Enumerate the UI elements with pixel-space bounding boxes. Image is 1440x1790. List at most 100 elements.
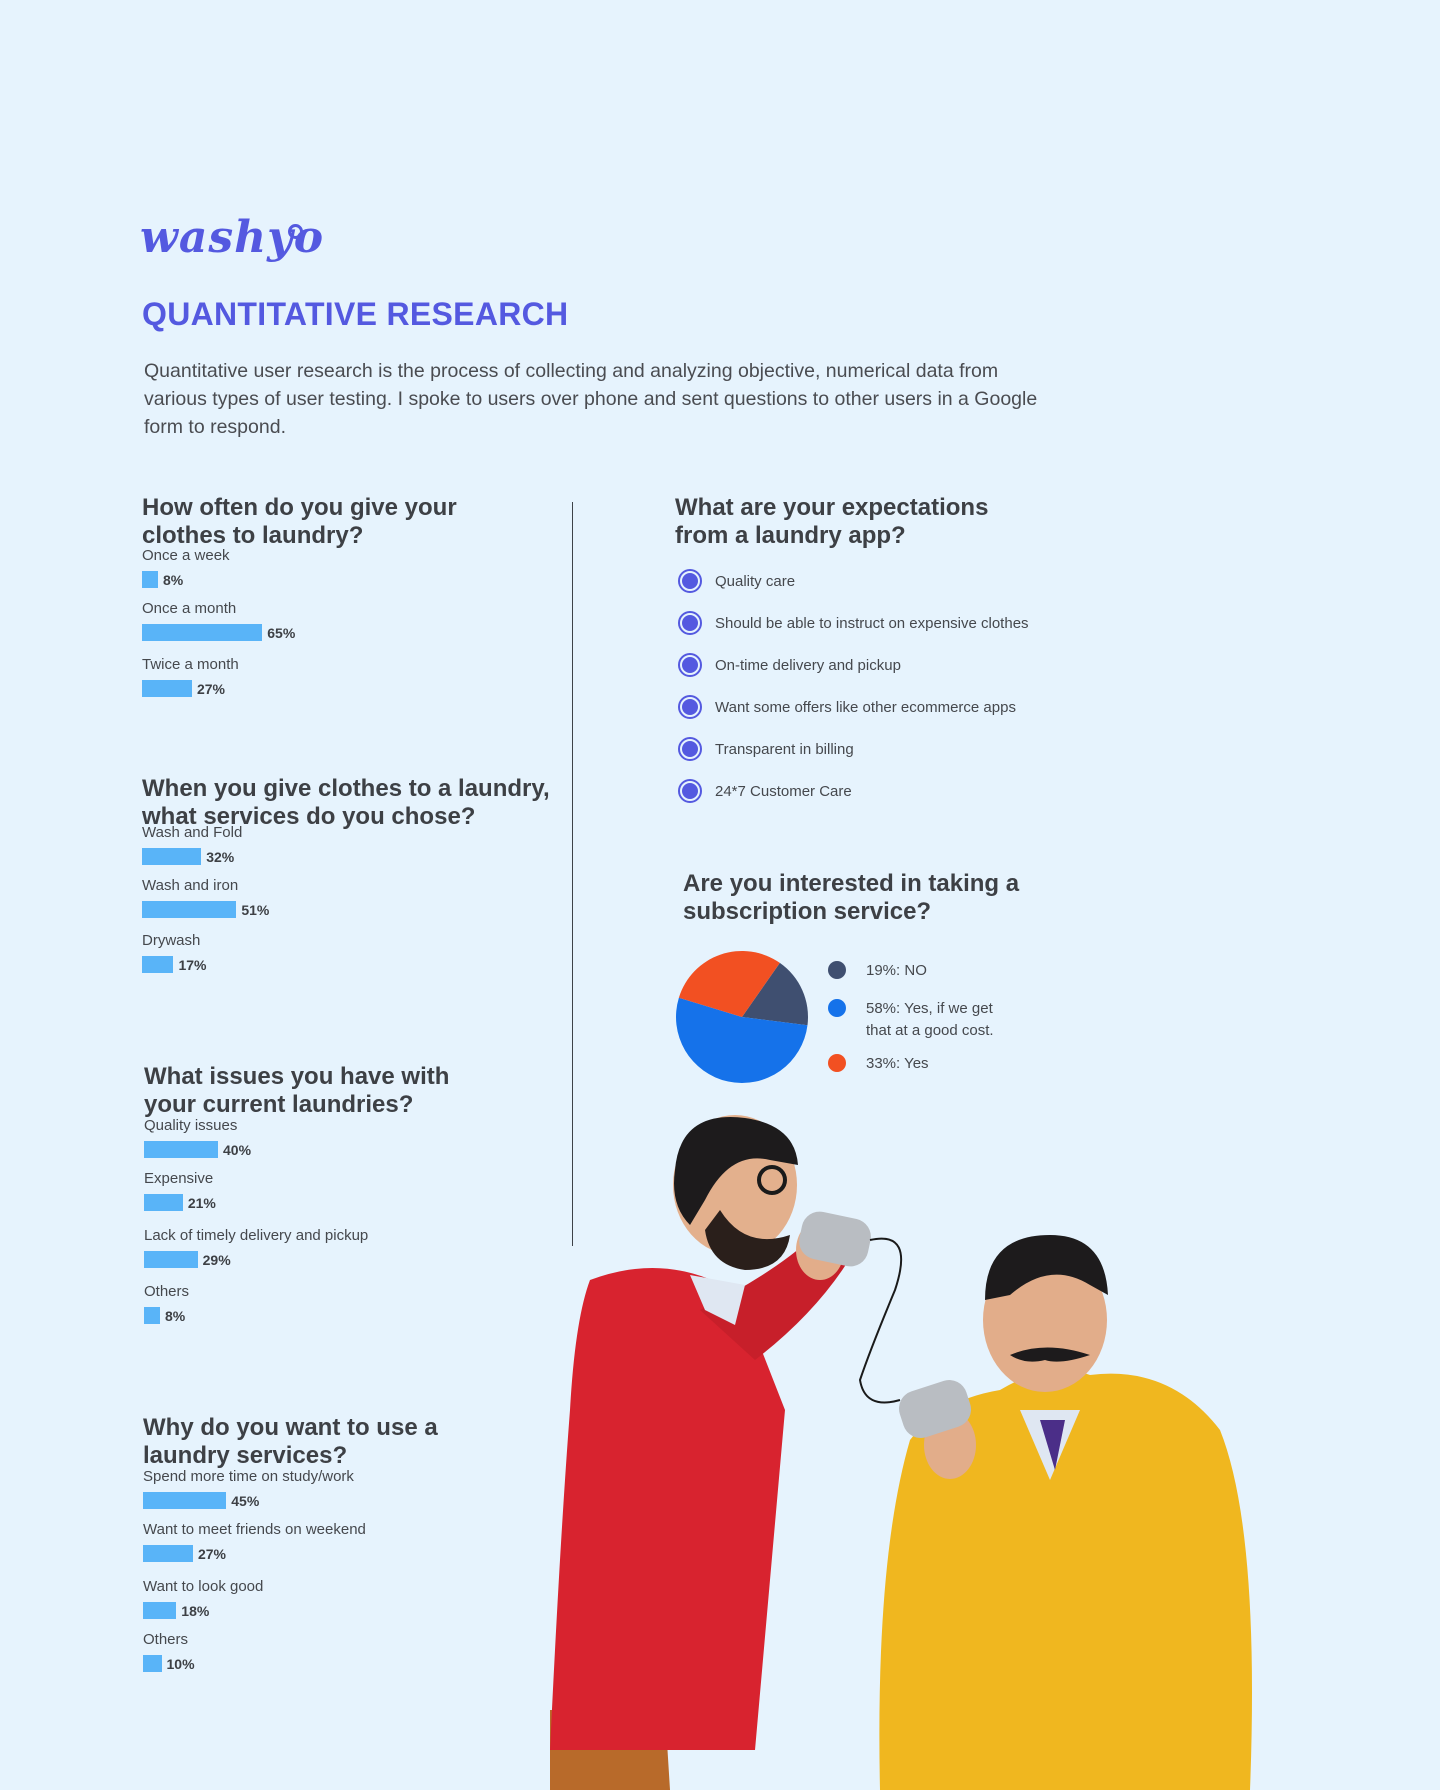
expectation-item: 24*7 Customer Care	[678, 776, 852, 806]
page-title: QUANTITATIVE RESEARCH	[142, 296, 569, 332]
percent-bar	[144, 1141, 218, 1158]
option-label: Wash and iron	[142, 877, 239, 894]
radio-selected-icon	[678, 737, 702, 761]
percent-value: 8%	[165, 1308, 186, 1324]
string	[858, 1237, 903, 1404]
radio-selected-icon	[678, 695, 702, 719]
percent-value: 10%	[166, 1656, 195, 1672]
option-label: Others	[144, 1283, 190, 1300]
left-man-beard	[705, 1210, 790, 1270]
option-label: Want to look good	[143, 1578, 264, 1595]
percent-value: 40%	[223, 1142, 252, 1158]
option-label: Others	[143, 1631, 189, 1648]
question-heading: Why do you want to use a laundry service…	[143, 1414, 438, 1469]
expectation-item: Want some offers like other ecommerce ap…	[678, 692, 1016, 722]
percent-bar	[142, 901, 237, 918]
legend-color-dot	[828, 961, 846, 979]
radio-selected-icon	[678, 653, 702, 677]
percent-value: 32%	[206, 849, 235, 865]
percent-value: 27%	[196, 681, 225, 697]
option-label: Quality issues	[144, 1117, 238, 1134]
radio-dot-icon	[682, 615, 698, 631]
expectation-label: Want some offers like other ecommerce ap…	[715, 698, 1016, 716]
option-label: Twice a month	[142, 656, 239, 673]
percent-value: 45%	[231, 1493, 260, 1509]
expectation-label: Quality care	[715, 572, 796, 590]
expectation-label: On-time delivery and pickup	[715, 656, 901, 674]
white-collar	[690, 1275, 745, 1325]
legend-item: 19%: NO	[828, 960, 1016, 982]
red-sweater	[550, 1268, 785, 1750]
expectation-item: Should be able to instruct on expensive …	[678, 608, 1029, 638]
tin-can-phone-illustration	[550, 1115, 1252, 1790]
question-heading: What issues you have with your current l…	[144, 1063, 450, 1118]
mustache	[1010, 1347, 1090, 1362]
radio-selected-icon	[678, 779, 702, 803]
legend-label: 33%: Yes	[866, 1055, 929, 1072]
expectation-item: On-time delivery and pickup	[678, 650, 901, 680]
expectation-label: Should be able to instruct on expensive …	[715, 614, 1029, 632]
option-label: Spend more time on study/work	[143, 1468, 354, 1485]
right-tin-can	[898, 1380, 972, 1438]
right-man-hair	[985, 1235, 1108, 1300]
subscription-heading: Are you interested in taking a subscript…	[683, 870, 1020, 925]
percent-bar	[143, 1602, 177, 1619]
radio-dot-icon	[682, 783, 698, 799]
question-heading: How often do you give your clothes to la…	[142, 494, 457, 549]
subscription-pie-chart	[676, 951, 808, 1083]
percent-value: 27%	[197, 1546, 226, 1562]
percent-bar	[144, 1307, 160, 1324]
legend-item: 33%: Yes	[828, 1053, 1016, 1075]
option-label: Once a month	[142, 600, 237, 617]
legend-label: 58%: Yes, if we get that at a good cost.	[866, 1000, 994, 1039]
percent-value: 51%	[241, 902, 270, 918]
legend-color-dot	[828, 999, 846, 1017]
option-label: Wash and Fold	[142, 824, 243, 841]
option-label: Expensive	[144, 1170, 214, 1187]
expectations-heading: What are your expectations from a laundr…	[675, 494, 989, 549]
radio-dot-icon	[682, 573, 698, 589]
intro-paragraph: Quantitative user research is the proces…	[144, 360, 1038, 438]
legend-color-dot	[828, 1054, 846, 1072]
legend-label: 19%: NO	[866, 962, 927, 979]
percent-bar	[143, 1655, 162, 1672]
percent-value: 65%	[267, 625, 296, 641]
expectation-label: 24*7 Customer Care	[715, 782, 852, 800]
radio-dot-icon	[682, 657, 698, 673]
purple-tie	[1040, 1420, 1065, 1470]
option-label: Lack of timely delivery and pickup	[144, 1227, 369, 1244]
percent-bar	[142, 624, 263, 641]
glasses	[757, 1165, 787, 1195]
radio-selected-icon	[678, 611, 702, 635]
percent-bar	[144, 1251, 198, 1268]
percent-bar	[142, 956, 174, 973]
percent-bar	[142, 571, 158, 588]
percent-value: 29%	[202, 1252, 231, 1268]
radio-selected-icon	[678, 569, 702, 593]
percent-bar	[143, 1492, 227, 1509]
expectation-item: Transparent in billing	[678, 734, 854, 764]
column-divider	[572, 502, 573, 1246]
expectation-item: Quality care	[678, 566, 795, 596]
pie-slice	[742, 962, 808, 1026]
left-tin-can	[799, 1211, 871, 1267]
left-man-hair	[674, 1117, 798, 1225]
percent-bar	[144, 1194, 183, 1211]
option-label: Want to meet friends on weekend	[143, 1521, 366, 1538]
option-label: Drywash	[142, 932, 201, 949]
percent-value: 17%	[178, 957, 207, 973]
percent-bar	[142, 848, 202, 865]
percent-bar	[142, 680, 192, 697]
percent-value: 8%	[163, 572, 184, 588]
legend-item: 58%: Yes, if we get that at a good cost.	[828, 998, 1016, 1042]
percent-value: 21%	[187, 1195, 216, 1211]
radio-dot-icon	[682, 741, 698, 757]
question-heading: When you give clothes to a laundry, what…	[142, 775, 550, 830]
logo-ring-icon	[288, 224, 303, 239]
option-label: Once a week	[142, 547, 230, 564]
pie-slice	[678, 951, 780, 1017]
percent-value: 18%	[181, 1603, 210, 1619]
expectation-label: Transparent in billing	[715, 740, 854, 758]
percent-bar	[143, 1545, 193, 1562]
pie-slice	[676, 997, 808, 1083]
